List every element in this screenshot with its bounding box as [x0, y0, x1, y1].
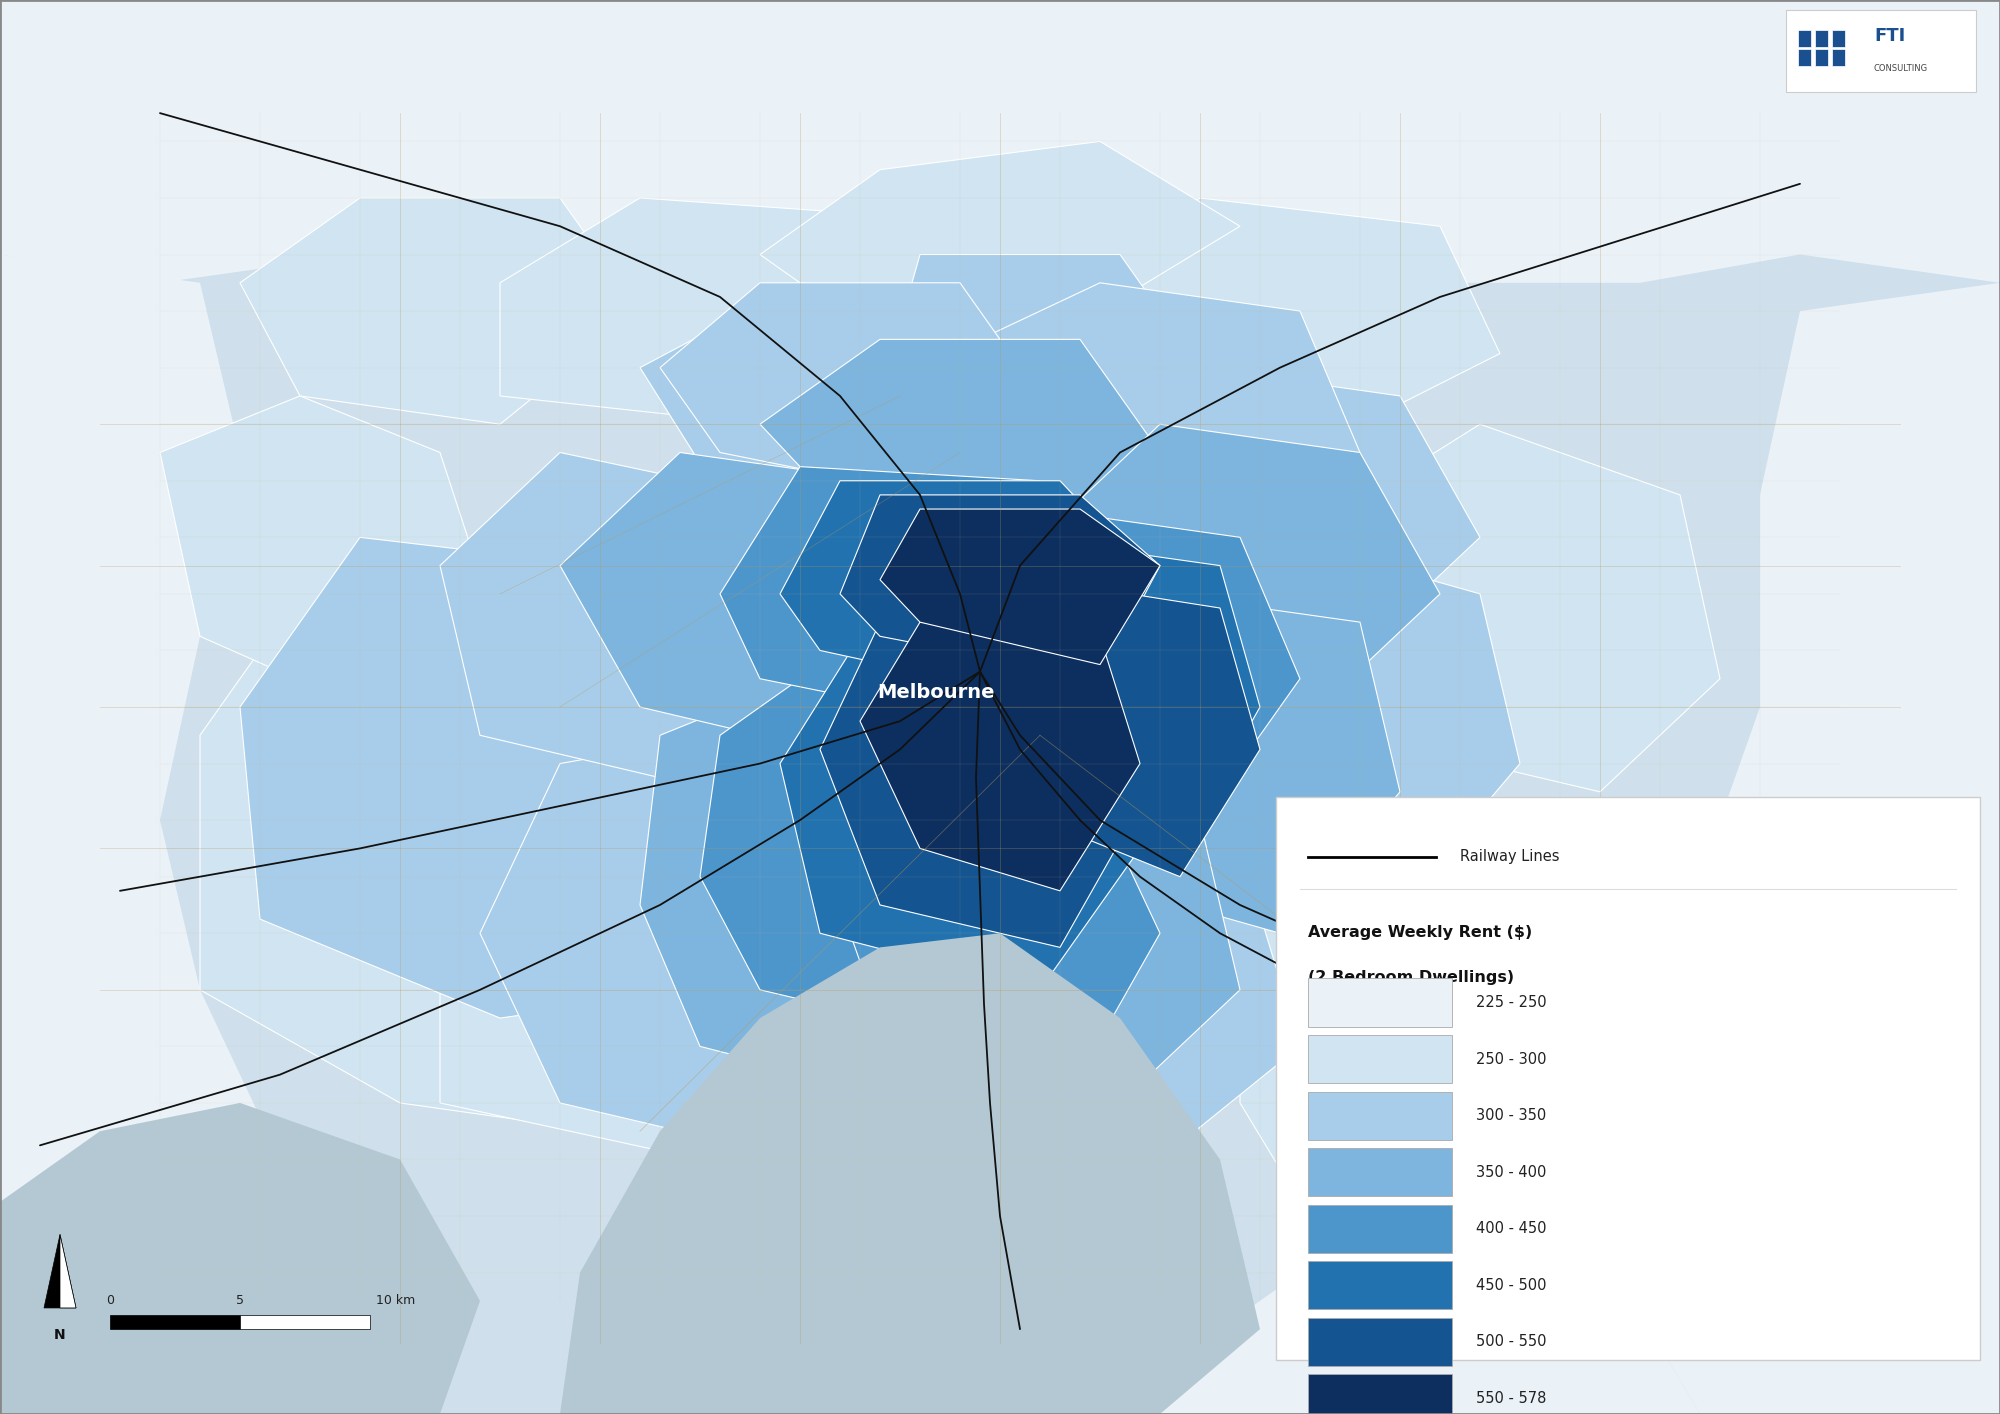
Polygon shape [840, 792, 1160, 1075]
Polygon shape [560, 933, 1260, 1414]
Polygon shape [780, 481, 1140, 707]
Polygon shape [640, 679, 1040, 1103]
Bar [110, 1315, 240, 1329]
Bar [1832, 49, 1844, 66]
Bar [1798, 49, 1812, 66]
Text: Railway Lines: Railway Lines [1460, 850, 1560, 864]
Polygon shape [860, 792, 1300, 1159]
Text: 225 - 250: 225 - 250 [1476, 995, 1546, 1010]
Polygon shape [760, 339, 1160, 566]
Bar [1308, 1261, 1452, 1309]
Polygon shape [840, 495, 1160, 679]
Polygon shape [880, 509, 1160, 665]
Bar [1308, 1318, 1452, 1366]
Polygon shape [440, 848, 840, 1159]
Bar [1276, 797, 1980, 1360]
Text: 300 - 350: 300 - 350 [1476, 1109, 1546, 1123]
Text: 350 - 400: 350 - 400 [1476, 1165, 1546, 1179]
Polygon shape [500, 198, 900, 424]
Polygon shape [860, 622, 1140, 891]
Text: CONSULTING: CONSULTING [1874, 65, 1928, 74]
Text: N: N [54, 1328, 66, 1342]
Polygon shape [240, 198, 640, 424]
Polygon shape [240, 537, 760, 1018]
Text: 400 - 450: 400 - 450 [1476, 1222, 1546, 1236]
Text: 5: 5 [236, 1294, 244, 1307]
Bar [1798, 30, 1812, 47]
Polygon shape [880, 255, 1200, 452]
Polygon shape [940, 509, 1300, 820]
Text: 500 - 550: 500 - 550 [1476, 1335, 1546, 1349]
Bar [1816, 49, 1828, 66]
Polygon shape [440, 452, 800, 792]
Polygon shape [780, 636, 1140, 990]
Polygon shape [1100, 1131, 1700, 1414]
Polygon shape [1040, 198, 1500, 424]
Bar [1816, 30, 1828, 47]
Polygon shape [660, 283, 1040, 509]
Text: 0: 0 [106, 1294, 114, 1307]
Polygon shape [840, 764, 1240, 1103]
Bar [1308, 1205, 1452, 1253]
Bar [1832, 30, 1844, 47]
Bar [240, 1315, 370, 1329]
Bar [1308, 1035, 1452, 1083]
Polygon shape [0, 1103, 480, 1414]
Polygon shape [1600, 283, 2000, 1414]
Text: 250 - 300: 250 - 300 [1476, 1052, 1546, 1066]
Text: 10 km: 10 km [376, 1294, 416, 1307]
Polygon shape [1040, 424, 1440, 707]
Polygon shape [1240, 792, 1680, 1244]
Polygon shape [200, 594, 700, 1131]
Polygon shape [160, 396, 500, 707]
Polygon shape [560, 452, 940, 764]
Polygon shape [820, 622, 1140, 947]
Text: Melbourne: Melbourne [878, 683, 994, 703]
Polygon shape [1120, 537, 1520, 905]
Polygon shape [980, 580, 1260, 877]
Polygon shape [0, 0, 2000, 283]
Polygon shape [920, 283, 1360, 537]
Polygon shape [640, 283, 1080, 537]
Polygon shape [1080, 368, 1480, 650]
Bar [1308, 1092, 1452, 1140]
Polygon shape [960, 537, 1260, 848]
Text: FTI: FTI [1874, 27, 1906, 45]
Bar [1308, 1148, 1452, 1196]
Text: 550 - 578: 550 - 578 [1476, 1391, 1546, 1406]
Polygon shape [700, 650, 1120, 1046]
Polygon shape [0, 255, 440, 1414]
Polygon shape [44, 1234, 76, 1308]
Polygon shape [720, 467, 1100, 735]
Bar [1308, 1374, 1452, 1414]
Polygon shape [1300, 424, 1720, 792]
Text: 450 - 500: 450 - 500 [1476, 1278, 1546, 1292]
Bar [1308, 978, 1452, 1027]
Text: (2 Bedroom Dwellings): (2 Bedroom Dwellings) [1308, 970, 1514, 986]
Text: Average Weekly Rent ($): Average Weekly Rent ($) [1308, 925, 1532, 940]
Polygon shape [60, 1234, 76, 1308]
Polygon shape [1020, 594, 1400, 933]
Bar [1786, 10, 1976, 92]
Polygon shape [760, 141, 1240, 311]
Polygon shape [480, 735, 960, 1159]
